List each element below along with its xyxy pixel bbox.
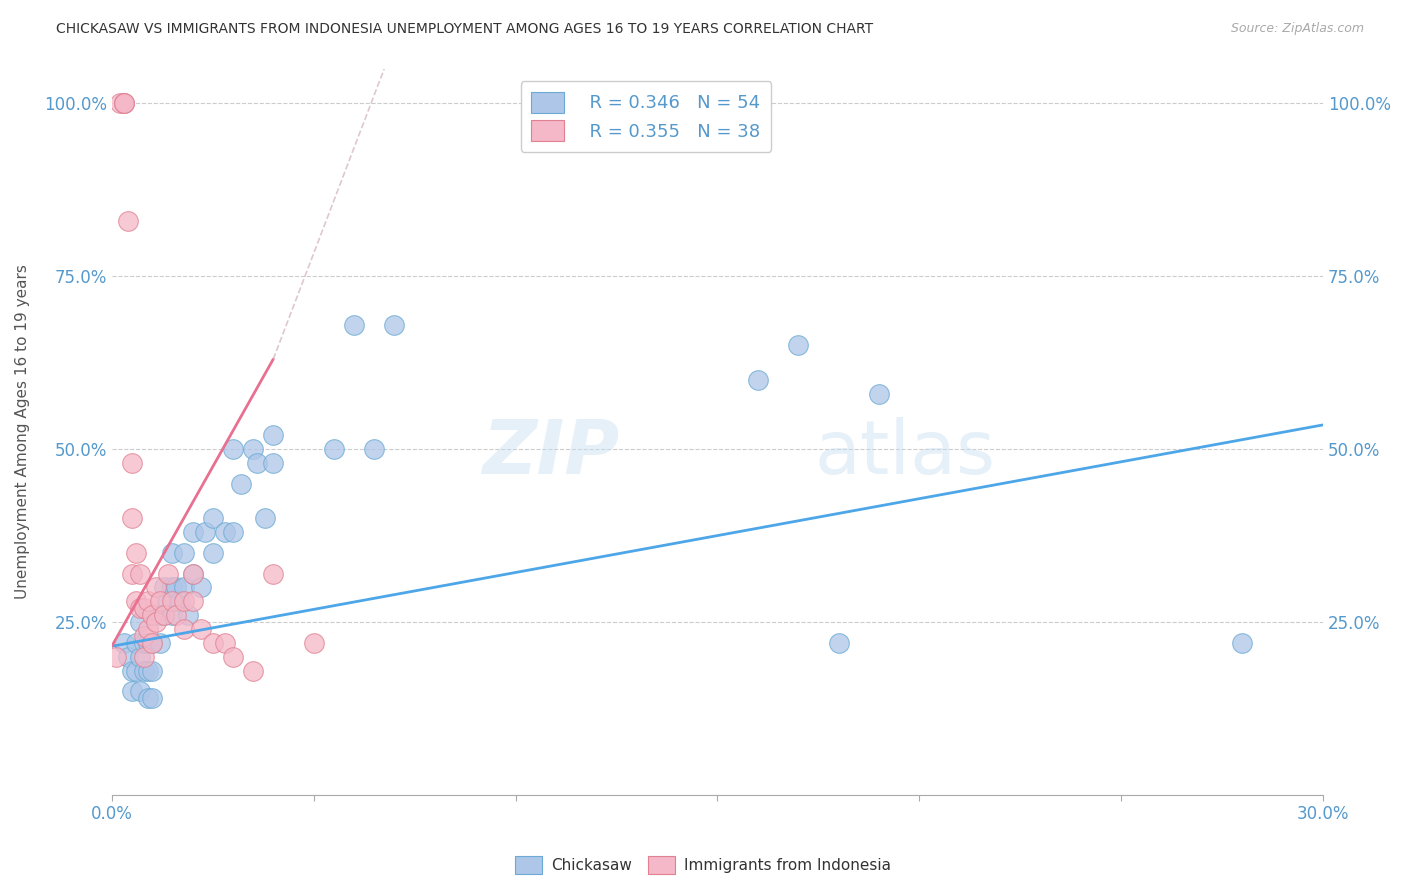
Point — [108, 96, 131, 111]
Point — [149, 636, 172, 650]
Point — [181, 566, 204, 581]
Legend:   R = 0.346   N = 54,   R = 0.355   N = 38: R = 0.346 N = 54, R = 0.355 N = 38 — [520, 81, 772, 152]
Point — [242, 442, 264, 456]
Point — [132, 649, 155, 664]
Point — [201, 636, 224, 650]
Point — [201, 511, 224, 525]
Legend: Chickasaw, Immigrants from Indonesia: Chickasaw, Immigrants from Indonesia — [509, 850, 897, 880]
Point — [157, 566, 180, 581]
Point — [125, 546, 148, 560]
Point — [149, 594, 172, 608]
Point — [747, 373, 769, 387]
Point — [129, 649, 152, 664]
Point — [222, 442, 245, 456]
Point — [181, 525, 204, 540]
Y-axis label: Unemployment Among Ages 16 to 19 years: Unemployment Among Ages 16 to 19 years — [15, 264, 30, 599]
Point — [343, 318, 366, 332]
Point — [162, 546, 184, 560]
Point — [181, 594, 204, 608]
Point — [173, 622, 195, 636]
Point — [121, 684, 143, 698]
Text: CHICKASAW VS IMMIGRANTS FROM INDONESIA UNEMPLOYMENT AMONG AGES 16 TO 19 YEARS CO: CHICKASAW VS IMMIGRANTS FROM INDONESIA U… — [56, 22, 873, 37]
Point — [214, 525, 236, 540]
Point — [141, 664, 163, 678]
Point — [112, 96, 135, 111]
Point — [153, 608, 176, 623]
Point — [246, 456, 269, 470]
Text: atlas: atlas — [814, 417, 995, 490]
Point — [384, 318, 406, 332]
Point — [136, 594, 159, 608]
Point — [302, 636, 325, 650]
Point — [104, 649, 127, 664]
Point — [141, 691, 163, 706]
Point — [136, 636, 159, 650]
Point — [177, 608, 200, 623]
Point — [117, 649, 139, 664]
Point — [132, 664, 155, 678]
Point — [222, 649, 245, 664]
Point — [132, 636, 155, 650]
Point — [129, 566, 152, 581]
Point — [136, 691, 159, 706]
Point — [136, 664, 159, 678]
Point — [121, 664, 143, 678]
Point — [363, 442, 385, 456]
Point — [125, 636, 148, 650]
Point — [214, 636, 236, 650]
Point — [165, 608, 187, 623]
Point — [229, 476, 252, 491]
Point — [141, 636, 163, 650]
Point — [132, 601, 155, 615]
Point — [121, 511, 143, 525]
Point — [190, 581, 212, 595]
Point — [157, 594, 180, 608]
Point — [173, 594, 195, 608]
Point — [162, 581, 184, 595]
Point — [181, 566, 204, 581]
Point — [112, 96, 135, 111]
Point — [190, 622, 212, 636]
Point — [262, 456, 284, 470]
Point — [121, 456, 143, 470]
Point — [162, 594, 184, 608]
Point — [141, 608, 163, 623]
Point — [1232, 636, 1254, 650]
Point — [827, 636, 849, 650]
Point — [787, 338, 810, 352]
Point — [129, 615, 152, 629]
Point — [132, 629, 155, 643]
Point — [112, 636, 135, 650]
Point — [125, 664, 148, 678]
Text: ZIP: ZIP — [484, 417, 620, 490]
Point — [173, 581, 195, 595]
Point — [141, 636, 163, 650]
Text: Source: ZipAtlas.com: Source: ZipAtlas.com — [1230, 22, 1364, 36]
Point — [149, 608, 172, 623]
Point — [262, 566, 284, 581]
Point — [117, 213, 139, 227]
Point — [201, 546, 224, 560]
Point — [173, 546, 195, 560]
Point — [868, 386, 890, 401]
Point — [129, 601, 152, 615]
Point — [242, 664, 264, 678]
Point — [262, 428, 284, 442]
Point — [194, 525, 217, 540]
Point — [125, 594, 148, 608]
Point — [153, 581, 176, 595]
Point — [145, 615, 167, 629]
Point — [145, 581, 167, 595]
Point — [153, 608, 176, 623]
Point — [136, 622, 159, 636]
Point — [121, 566, 143, 581]
Point — [112, 96, 135, 111]
Point — [254, 511, 277, 525]
Point — [222, 525, 245, 540]
Point — [165, 581, 187, 595]
Point — [169, 594, 191, 608]
Point — [162, 608, 184, 623]
Point — [129, 684, 152, 698]
Point — [322, 442, 344, 456]
